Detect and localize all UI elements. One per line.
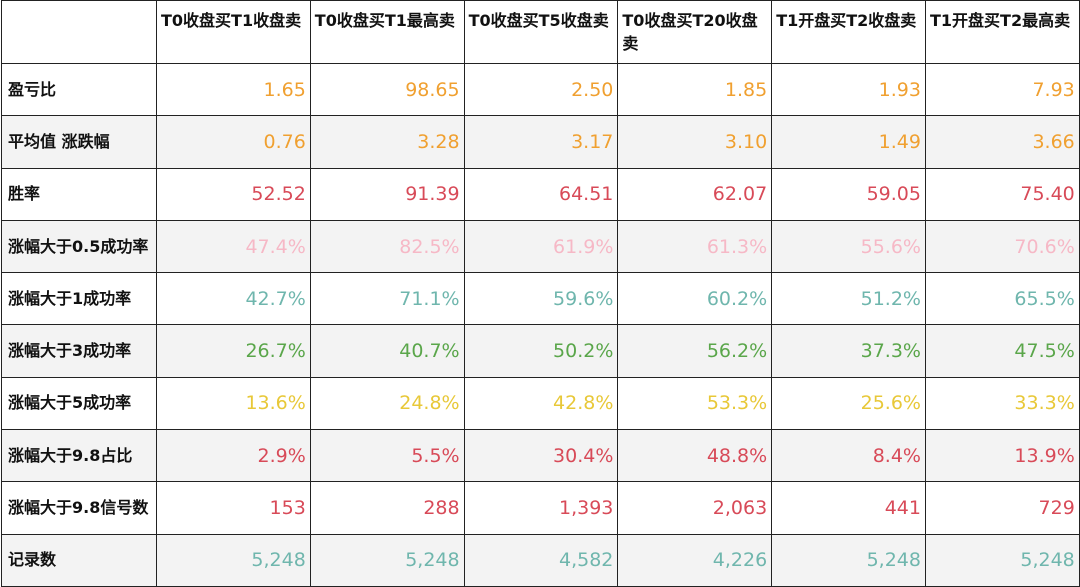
value-cell: 25.6% xyxy=(771,376,926,431)
value-cell: 47.5% xyxy=(924,324,1080,378)
value-cell: 50.2% xyxy=(463,324,619,378)
corner-cell xyxy=(1,0,157,64)
value-cell: 60.2% xyxy=(617,272,773,326)
value-cell: 65.5% xyxy=(924,272,1080,326)
value-cell: 55.6% xyxy=(771,219,926,274)
table-row: 涨幅大于1成功率 42.7% 71.1% 59.6% 60.2% 51.2% 65.5% xyxy=(1,272,1080,326)
value-cell: 4,226 xyxy=(617,533,773,587)
value-cell: 7.93 xyxy=(924,62,1080,117)
value-cell: 2,063 xyxy=(617,481,773,535)
value-cell: 5,248 xyxy=(156,533,311,587)
value-cell: 70.6% xyxy=(924,219,1080,274)
value-cell: 288 xyxy=(309,481,465,535)
value-cell: 53.3% xyxy=(617,376,773,431)
row-label: 平均值 涨跌幅 xyxy=(1,115,157,169)
value-cell: 75.40 xyxy=(924,167,1080,221)
value-cell: 153 xyxy=(156,481,311,535)
table-row: 涨幅大于9.8信号数 153 288 1,393 2,063 441 729 xyxy=(1,481,1080,535)
value-cell: 30.4% xyxy=(463,429,619,483)
value-cell: 4,582 xyxy=(463,533,619,587)
value-cell: 0.76 xyxy=(156,115,311,169)
value-cell: 13.9% xyxy=(924,429,1080,483)
value-cell: 5.5% xyxy=(309,429,465,483)
table-row: 盈亏比 1.65 98.65 2.50 1.85 1.93 7.93 xyxy=(1,62,1080,117)
row-label: 记录数 xyxy=(1,533,157,587)
value-cell: 13.6% xyxy=(156,376,311,431)
value-cell: 5,248 xyxy=(924,533,1080,587)
table-row: 涨幅大于9.8占比 2.9% 5.5% 30.4% 48.8% 8.4% 13.9% xyxy=(1,429,1080,483)
value-cell: 91.39 xyxy=(309,167,465,221)
value-cell: 42.7% xyxy=(156,272,311,326)
value-cell: 59.6% xyxy=(463,272,619,326)
value-cell: 729 xyxy=(924,481,1080,535)
row-label: 涨幅大于9.8信号数 xyxy=(1,481,157,535)
value-cell: 26.7% xyxy=(156,324,311,378)
value-cell: 98.65 xyxy=(309,62,465,117)
value-cell: 5,248 xyxy=(771,533,926,587)
table-row: 涨幅大于5成功率 13.6% 24.8% 42.8% 53.3% 25.6% 33.3% xyxy=(1,376,1080,431)
value-cell: 3.66 xyxy=(924,115,1080,169)
row-label: 涨幅大于1成功率 xyxy=(1,272,157,326)
value-cell: 3.10 xyxy=(617,115,773,169)
row-label: 盈亏比 xyxy=(1,62,157,117)
column-header: T1开盘买T2收盘卖 xyxy=(771,0,926,64)
value-cell: 61.3% xyxy=(617,219,773,274)
table-row: 记录数 5,248 5,248 4,582 4,226 5,248 5,248 xyxy=(1,533,1080,587)
column-header: T0收盘买T1最高卖 xyxy=(309,0,465,64)
value-cell: 59.05 xyxy=(771,167,926,221)
value-cell: 24.8% xyxy=(309,376,465,431)
column-header: T0收盘买T20收盘卖 xyxy=(617,0,773,64)
value-cell: 47.4% xyxy=(156,219,311,274)
row-label: 涨幅大于0.5成功率 xyxy=(1,219,157,274)
value-cell: 8.4% xyxy=(771,429,926,483)
table-row: 涨幅大于0.5成功率 47.4% 82.5% 61.9% 61.3% 55.6% 70.6% xyxy=(1,219,1080,274)
value-cell: 5,248 xyxy=(309,533,465,587)
value-cell: 42.8% xyxy=(463,376,619,431)
row-label: 涨幅大于3成功率 xyxy=(1,324,157,378)
value-cell: 33.3% xyxy=(924,376,1080,431)
value-cell: 56.2% xyxy=(617,324,773,378)
value-cell: 40.7% xyxy=(309,324,465,378)
value-cell: 441 xyxy=(771,481,926,535)
value-cell: 52.52 xyxy=(156,167,311,221)
value-cell: 48.8% xyxy=(617,429,773,483)
value-cell: 1.93 xyxy=(771,62,926,117)
column-header: T0收盘买T5收盘卖 xyxy=(463,0,619,64)
value-cell: 37.3% xyxy=(771,324,926,378)
table-row: 胜率 52.52 91.39 64.51 62.07 59.05 75.40 xyxy=(1,167,1080,221)
table-row: 平均值 涨跌幅 0.76 3.28 3.17 3.10 1.49 3.66 xyxy=(1,115,1080,169)
row-label: 胜率 xyxy=(1,167,157,221)
value-cell: 62.07 xyxy=(617,167,773,221)
header-row: T0收盘买T1收盘卖 T0收盘买T1最高卖 T0收盘买T5收盘卖 T0收盘买T2… xyxy=(1,0,1080,64)
value-cell: 3.28 xyxy=(309,115,465,169)
value-cell: 1.65 xyxy=(156,62,311,117)
row-label: 涨幅大于9.8占比 xyxy=(1,429,157,483)
table-row: 涨幅大于3成功率 26.7% 40.7% 50.2% 56.2% 37.3% 47.5% xyxy=(1,324,1080,378)
row-label: 涨幅大于5成功率 xyxy=(1,376,157,431)
value-cell: 1.49 xyxy=(771,115,926,169)
value-cell: 64.51 xyxy=(463,167,619,221)
value-cell: 3.17 xyxy=(463,115,619,169)
column-header: T0收盘买T1收盘卖 xyxy=(156,0,311,64)
column-header: T1开盘买T2最高卖 xyxy=(924,0,1080,64)
value-cell: 51.2% xyxy=(771,272,926,326)
value-cell: 82.5% xyxy=(309,219,465,274)
value-cell: 71.1% xyxy=(309,272,465,326)
value-cell: 1.85 xyxy=(617,62,773,117)
value-cell: 2.9% xyxy=(156,429,311,483)
value-cell: 1,393 xyxy=(463,481,619,535)
value-cell: 2.50 xyxy=(463,62,619,117)
value-cell: 61.9% xyxy=(463,219,619,274)
